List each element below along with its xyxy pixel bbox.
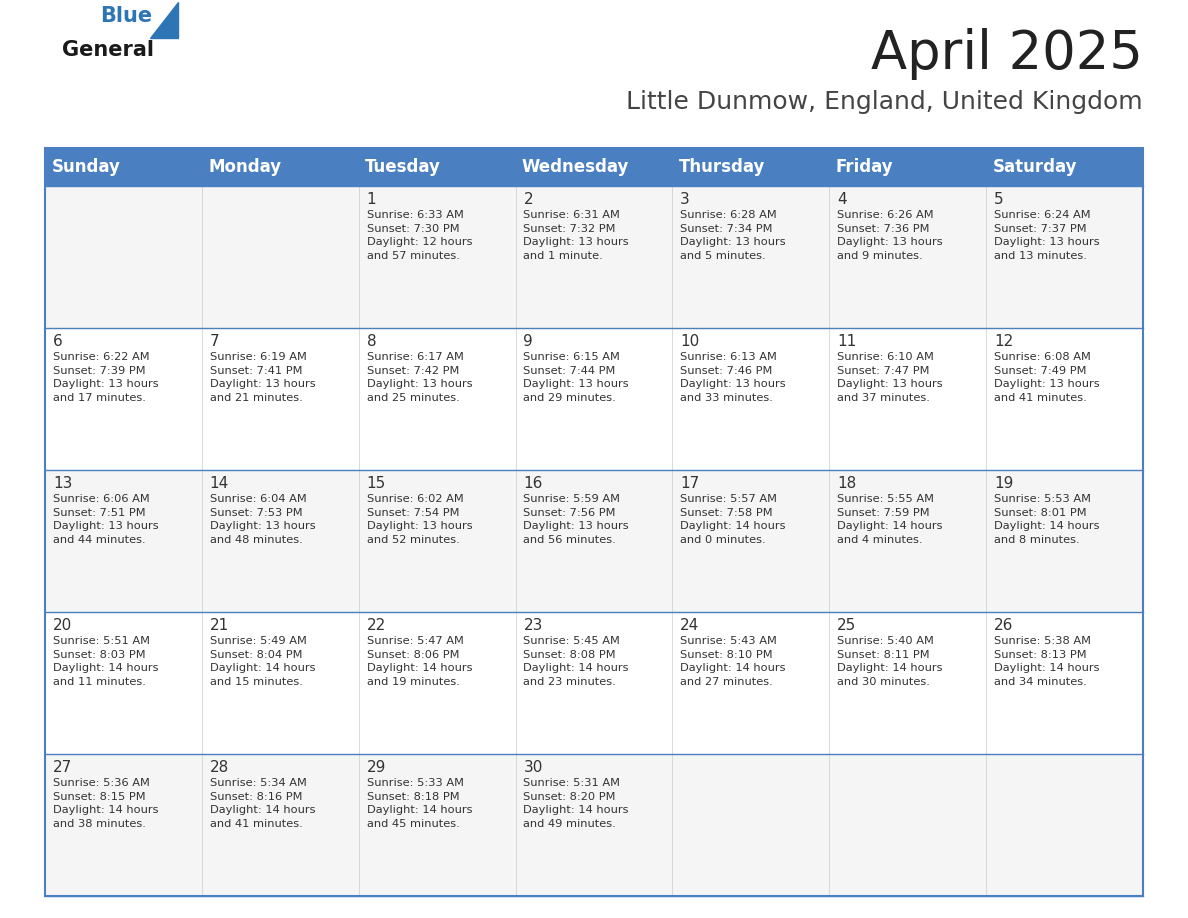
Text: Sunrise: 5:45 AM
Sunset: 8:08 PM
Daylight: 14 hours
and 23 minutes.: Sunrise: 5:45 AM Sunset: 8:08 PM Dayligh… [524, 636, 628, 687]
Text: Sunrise: 6:22 AM
Sunset: 7:39 PM
Daylight: 13 hours
and 17 minutes.: Sunrise: 6:22 AM Sunset: 7:39 PM Dayligh… [52, 352, 158, 403]
Text: Sunrise: 5:33 AM
Sunset: 8:18 PM
Daylight: 14 hours
and 45 minutes.: Sunrise: 5:33 AM Sunset: 8:18 PM Dayligh… [367, 778, 472, 829]
Text: Thursday: Thursday [678, 158, 765, 176]
Text: 13: 13 [52, 476, 72, 491]
Text: Sunrise: 5:57 AM
Sunset: 7:58 PM
Daylight: 14 hours
and 0 minutes.: Sunrise: 5:57 AM Sunset: 7:58 PM Dayligh… [681, 494, 785, 544]
Bar [45, 148, 1143, 186]
Text: Sunrise: 5:34 AM
Sunset: 8:16 PM
Daylight: 14 hours
and 41 minutes.: Sunrise: 5:34 AM Sunset: 8:16 PM Dayligh… [210, 778, 315, 829]
Text: Saturday: Saturday [992, 158, 1076, 176]
Text: 18: 18 [838, 476, 857, 491]
Text: Sunrise: 6:24 AM
Sunset: 7:37 PM
Daylight: 13 hours
and 13 minutes.: Sunrise: 6:24 AM Sunset: 7:37 PM Dayligh… [994, 210, 1100, 261]
Text: 3: 3 [681, 192, 690, 207]
Text: 10: 10 [681, 334, 700, 349]
Text: Sunrise: 6:31 AM
Sunset: 7:32 PM
Daylight: 13 hours
and 1 minute.: Sunrise: 6:31 AM Sunset: 7:32 PM Dayligh… [524, 210, 628, 261]
Text: April 2025: April 2025 [871, 28, 1143, 80]
Text: Sunrise: 6:13 AM
Sunset: 7:46 PM
Daylight: 13 hours
and 33 minutes.: Sunrise: 6:13 AM Sunset: 7:46 PM Dayligh… [681, 352, 786, 403]
Text: 15: 15 [367, 476, 386, 491]
Text: 1: 1 [367, 192, 377, 207]
Text: Sunrise: 6:17 AM
Sunset: 7:42 PM
Daylight: 13 hours
and 25 minutes.: Sunrise: 6:17 AM Sunset: 7:42 PM Dayligh… [367, 352, 472, 403]
Text: 4: 4 [838, 192, 847, 207]
Text: Sunrise: 6:06 AM
Sunset: 7:51 PM
Daylight: 13 hours
and 44 minutes.: Sunrise: 6:06 AM Sunset: 7:51 PM Dayligh… [52, 494, 158, 544]
Text: 12: 12 [994, 334, 1013, 349]
Text: 19: 19 [994, 476, 1013, 491]
Text: 5: 5 [994, 192, 1004, 207]
Text: 7: 7 [210, 334, 220, 349]
Text: 20: 20 [52, 618, 72, 633]
Text: General: General [62, 40, 154, 60]
Text: Sunrise: 6:28 AM
Sunset: 7:34 PM
Daylight: 13 hours
and 5 minutes.: Sunrise: 6:28 AM Sunset: 7:34 PM Dayligh… [681, 210, 786, 261]
Bar [45, 612, 1143, 754]
Text: 16: 16 [524, 476, 543, 491]
Polygon shape [150, 2, 178, 38]
Text: 25: 25 [838, 618, 857, 633]
Text: 29: 29 [367, 760, 386, 775]
Text: 11: 11 [838, 334, 857, 349]
Text: 26: 26 [994, 618, 1013, 633]
Text: Sunrise: 6:15 AM
Sunset: 7:44 PM
Daylight: 13 hours
and 29 minutes.: Sunrise: 6:15 AM Sunset: 7:44 PM Dayligh… [524, 352, 628, 403]
Text: Sunrise: 6:02 AM
Sunset: 7:54 PM
Daylight: 13 hours
and 52 minutes.: Sunrise: 6:02 AM Sunset: 7:54 PM Dayligh… [367, 494, 472, 544]
Text: 14: 14 [210, 476, 229, 491]
Text: 9: 9 [524, 334, 533, 349]
Text: Friday: Friday [835, 158, 893, 176]
Text: 30: 30 [524, 760, 543, 775]
Text: Sunrise: 6:33 AM
Sunset: 7:30 PM
Daylight: 12 hours
and 57 minutes.: Sunrise: 6:33 AM Sunset: 7:30 PM Dayligh… [367, 210, 472, 261]
Text: 22: 22 [367, 618, 386, 633]
Text: Tuesday: Tuesday [365, 158, 441, 176]
Text: Sunrise: 5:43 AM
Sunset: 8:10 PM
Daylight: 14 hours
and 27 minutes.: Sunrise: 5:43 AM Sunset: 8:10 PM Dayligh… [681, 636, 785, 687]
Text: Sunrise: 5:53 AM
Sunset: 8:01 PM
Daylight: 14 hours
and 8 minutes.: Sunrise: 5:53 AM Sunset: 8:01 PM Dayligh… [994, 494, 1099, 544]
Text: Sunrise: 5:38 AM
Sunset: 8:13 PM
Daylight: 14 hours
and 34 minutes.: Sunrise: 5:38 AM Sunset: 8:13 PM Dayligh… [994, 636, 1099, 687]
Text: Sunrise: 6:26 AM
Sunset: 7:36 PM
Daylight: 13 hours
and 9 minutes.: Sunrise: 6:26 AM Sunset: 7:36 PM Dayligh… [838, 210, 943, 261]
Text: Sunrise: 6:04 AM
Sunset: 7:53 PM
Daylight: 13 hours
and 48 minutes.: Sunrise: 6:04 AM Sunset: 7:53 PM Dayligh… [210, 494, 315, 544]
Text: Sunrise: 5:59 AM
Sunset: 7:56 PM
Daylight: 13 hours
and 56 minutes.: Sunrise: 5:59 AM Sunset: 7:56 PM Dayligh… [524, 494, 628, 544]
Text: Sunrise: 5:36 AM
Sunset: 8:15 PM
Daylight: 14 hours
and 38 minutes.: Sunrise: 5:36 AM Sunset: 8:15 PM Dayligh… [52, 778, 158, 829]
Bar [45, 148, 1143, 896]
Text: Sunrise: 6:10 AM
Sunset: 7:47 PM
Daylight: 13 hours
and 37 minutes.: Sunrise: 6:10 AM Sunset: 7:47 PM Dayligh… [838, 352, 943, 403]
Bar [45, 470, 1143, 612]
Text: Little Dunmow, England, United Kingdom: Little Dunmow, England, United Kingdom [626, 90, 1143, 114]
Text: Monday: Monday [208, 158, 282, 176]
Text: Sunrise: 5:55 AM
Sunset: 7:59 PM
Daylight: 14 hours
and 4 minutes.: Sunrise: 5:55 AM Sunset: 7:59 PM Dayligh… [838, 494, 942, 544]
Text: Sunrise: 6:19 AM
Sunset: 7:41 PM
Daylight: 13 hours
and 21 minutes.: Sunrise: 6:19 AM Sunset: 7:41 PM Dayligh… [210, 352, 315, 403]
Text: Sunrise: 5:40 AM
Sunset: 8:11 PM
Daylight: 14 hours
and 30 minutes.: Sunrise: 5:40 AM Sunset: 8:11 PM Dayligh… [838, 636, 942, 687]
Text: Wednesday: Wednesday [522, 158, 630, 176]
Bar [45, 328, 1143, 470]
Text: 2: 2 [524, 192, 533, 207]
Text: 28: 28 [210, 760, 229, 775]
Text: 27: 27 [52, 760, 72, 775]
Text: 8: 8 [367, 334, 377, 349]
Text: 21: 21 [210, 618, 229, 633]
Text: Sunrise: 5:49 AM
Sunset: 8:04 PM
Daylight: 14 hours
and 15 minutes.: Sunrise: 5:49 AM Sunset: 8:04 PM Dayligh… [210, 636, 315, 687]
Bar [45, 186, 1143, 328]
Text: Sunrise: 5:47 AM
Sunset: 8:06 PM
Daylight: 14 hours
and 19 minutes.: Sunrise: 5:47 AM Sunset: 8:06 PM Dayligh… [367, 636, 472, 687]
Text: Sunday: Sunday [51, 158, 120, 176]
Text: 24: 24 [681, 618, 700, 633]
Text: 6: 6 [52, 334, 63, 349]
Text: Sunrise: 6:08 AM
Sunset: 7:49 PM
Daylight: 13 hours
and 41 minutes.: Sunrise: 6:08 AM Sunset: 7:49 PM Dayligh… [994, 352, 1100, 403]
Text: 23: 23 [524, 618, 543, 633]
Text: Sunrise: 5:31 AM
Sunset: 8:20 PM
Daylight: 14 hours
and 49 minutes.: Sunrise: 5:31 AM Sunset: 8:20 PM Dayligh… [524, 778, 628, 829]
Text: Blue: Blue [100, 6, 152, 26]
Text: 17: 17 [681, 476, 700, 491]
Bar [45, 754, 1143, 896]
Text: Sunrise: 5:51 AM
Sunset: 8:03 PM
Daylight: 14 hours
and 11 minutes.: Sunrise: 5:51 AM Sunset: 8:03 PM Dayligh… [52, 636, 158, 687]
